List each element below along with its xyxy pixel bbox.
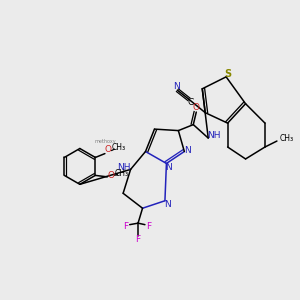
Text: S: S [224,69,231,79]
Text: F: F [124,222,129,231]
Text: O: O [107,171,114,180]
Text: F: F [136,235,141,244]
Text: O: O [104,145,111,154]
Text: CH₃: CH₃ [280,134,294,142]
Text: C: C [187,98,194,107]
Text: methoxy: methoxy [95,139,117,144]
Text: CH₃: CH₃ [114,169,128,178]
Text: N: N [184,146,191,154]
Text: NH: NH [117,163,131,172]
Text: N: N [173,82,180,91]
Text: CH₃: CH₃ [111,143,125,152]
Text: O: O [193,103,200,112]
Text: N: N [165,163,172,172]
Text: F: F [146,222,151,231]
Text: N: N [164,200,171,209]
Text: NH: NH [207,130,220,140]
